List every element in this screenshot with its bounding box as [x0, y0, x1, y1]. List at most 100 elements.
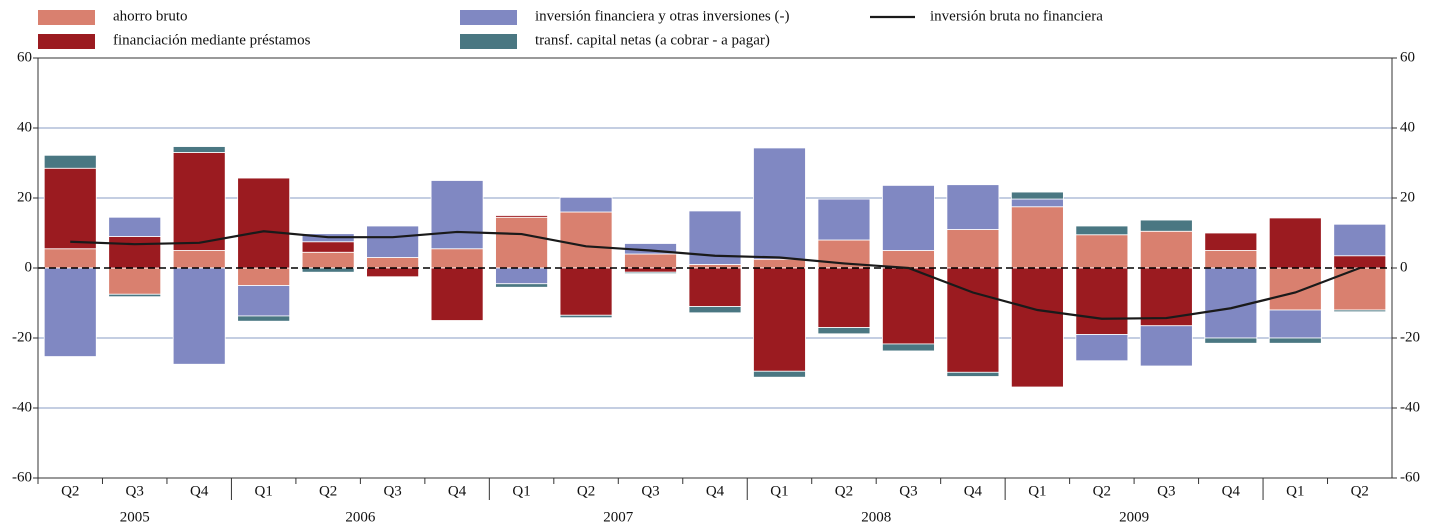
bar — [688, 267, 742, 307]
bar — [108, 236, 162, 269]
x-tick-label: Q2 — [577, 483, 595, 499]
bar — [237, 177, 291, 269]
bar — [1075, 225, 1129, 236]
y-tick-label: -40 — [12, 399, 32, 415]
bar — [1333, 255, 1387, 269]
bar — [817, 198, 871, 241]
bar — [624, 253, 677, 269]
bar — [946, 184, 1000, 230]
bar — [753, 267, 806, 372]
bar — [1075, 267, 1129, 335]
line — [70, 230, 1361, 320]
x-tick-label: Q4 — [964, 483, 983, 499]
bar — [43, 248, 97, 269]
bar — [946, 267, 1000, 373]
bar — [1139, 325, 1193, 367]
x-tick-label: Q1 — [1028, 483, 1046, 499]
legend-label: financiación mediante préstamos — [113, 32, 311, 48]
year-label: 2009 — [1119, 509, 1149, 525]
x-tick-label: Q2 — [835, 483, 853, 499]
x-tick-label: Q3 — [899, 483, 917, 499]
bar — [1204, 250, 1258, 269]
bar — [495, 216, 548, 269]
bar — [301, 241, 355, 253]
x-tick-label: Q4 — [706, 483, 725, 499]
x-tick-label: Q1 — [1286, 483, 1304, 499]
bar — [237, 267, 291, 286]
bar — [1139, 230, 1193, 269]
bar — [430, 248, 484, 269]
bar — [817, 327, 871, 335]
x-tick-label: Q3 — [641, 483, 659, 499]
bar — [753, 147, 806, 260]
x-tick-label: Q2 — [61, 483, 79, 499]
bar — [1333, 309, 1387, 313]
bar — [753, 258, 806, 269]
x-tick-label: Q1 — [254, 483, 272, 499]
y2-tick-label: -40 — [1400, 399, 1420, 415]
legend-swatch — [460, 10, 517, 25]
year-label: 2005 — [120, 509, 150, 525]
bar — [1010, 198, 1064, 208]
y2-tick-label: 60 — [1400, 49, 1415, 65]
bar — [495, 283, 548, 288]
x-tick-label: Q2 — [319, 483, 337, 499]
y2-tick-label: -60 — [1400, 469, 1420, 485]
bar — [1333, 223, 1387, 257]
bar — [753, 370, 806, 378]
bar — [559, 314, 613, 319]
y2-tick-label: 0 — [1400, 259, 1408, 275]
x-tick-label: Q4 — [448, 483, 467, 499]
bar — [495, 215, 548, 218]
bar — [1268, 267, 1322, 311]
bar — [1010, 267, 1064, 388]
bar — [495, 267, 548, 285]
bar — [108, 267, 162, 295]
bar — [559, 196, 613, 213]
y-tick-label: 20 — [17, 189, 32, 205]
year-label: 2006 — [345, 509, 376, 525]
bar — [1139, 219, 1193, 232]
x-tick-label: Q4 — [1222, 483, 1241, 499]
bar — [559, 267, 613, 316]
bar — [946, 229, 1000, 269]
bar — [882, 267, 935, 345]
bar — [43, 167, 97, 250]
plot-frame — [37, 57, 1393, 479]
x-tick-label: Q3 — [383, 483, 401, 499]
y2-tick-label: -20 — [1400, 329, 1420, 345]
bar — [882, 250, 935, 269]
bar — [108, 216, 162, 237]
bar — [1010, 191, 1064, 200]
bar — [1268, 309, 1322, 339]
y2-tick-label: 20 — [1400, 189, 1415, 205]
y-tick-label: -20 — [12, 329, 32, 345]
x-tick-label: Q3 — [126, 483, 144, 499]
bar — [430, 267, 484, 321]
y-tick-label: 0 — [25, 259, 33, 275]
bar — [172, 267, 226, 365]
bar — [172, 250, 226, 269]
x-tick-label: Q1 — [512, 483, 530, 499]
bar — [1268, 217, 1322, 269]
bar — [946, 371, 1000, 377]
y2-tick-label: 40 — [1400, 119, 1415, 135]
bar — [1075, 234, 1129, 269]
bar — [43, 267, 97, 357]
bar — [1204, 337, 1258, 344]
bar — [1010, 206, 1064, 269]
bar — [430, 180, 484, 250]
bar — [108, 293, 162, 298]
bar — [237, 315, 291, 322]
bar — [172, 152, 226, 251]
legend-label: transf. capital netas (a cobrar - a paga… — [535, 32, 770, 48]
legend-label: inversión bruta no financiera — [930, 8, 1103, 24]
y-tick-label: -60 — [12, 469, 32, 485]
bar — [301, 251, 355, 269]
bar — [366, 267, 420, 278]
bar — [172, 146, 226, 153]
year-label: 2008 — [861, 509, 891, 525]
bar — [688, 306, 742, 314]
